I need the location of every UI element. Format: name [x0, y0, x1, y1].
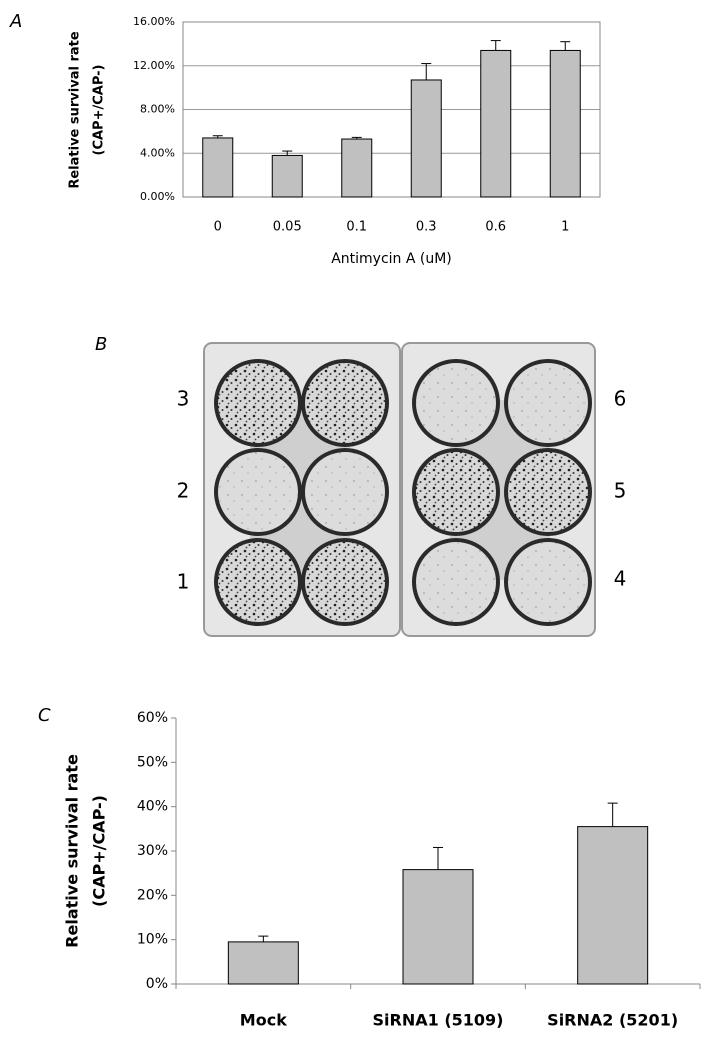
y-axis-title: (CAP+/CAP-) — [90, 795, 109, 907]
x-tick-label: 0.3 — [416, 220, 437, 235]
plate-label: 4 — [614, 567, 627, 591]
x-tick-label: 0.05 — [273, 220, 302, 235]
bar — [227, 941, 299, 985]
bar — [410, 79, 442, 198]
bar — [271, 154, 303, 198]
plate-label: 5 — [614, 479, 627, 503]
x-axis-title: Antimycin A (uM) — [331, 251, 452, 267]
plate-label: 3 — [177, 387, 190, 411]
plate-label: 6 — [614, 387, 627, 411]
y-axis-title: (CAP+/CAP-) — [92, 65, 107, 156]
bar — [402, 869, 474, 985]
panel-label: B — [95, 334, 107, 355]
x-tick-label: 0.6 — [485, 220, 506, 235]
x-tick-label: 0 — [214, 220, 222, 235]
x-tick-label: SiRNA1 (5109) — [373, 1011, 504, 1030]
y-tick-label: 16.00% — [133, 15, 175, 28]
y-tick-label: 0% — [146, 976, 168, 992]
panel-label: C — [38, 705, 51, 726]
panel-label: A — [9, 11, 22, 32]
bar — [577, 826, 649, 985]
x-tick-label: 0.1 — [346, 220, 367, 235]
x-tick-label: Mock — [240, 1011, 287, 1030]
x-tick-label: 1 — [561, 220, 569, 235]
plate-label: 1 — [177, 570, 190, 594]
bar — [480, 49, 512, 198]
bar — [549, 49, 581, 198]
y-tick-label: 8.00% — [140, 103, 175, 116]
y-tick-label: 10% — [137, 932, 168, 948]
y-tick-label: 20% — [137, 887, 168, 903]
y-tick-label: 0.00% — [140, 190, 175, 203]
y-tick-label: 50% — [137, 754, 168, 770]
y-tick-label: 4.00% — [140, 146, 175, 159]
bar — [341, 138, 373, 198]
y-tick-label: 12.00% — [133, 59, 175, 72]
y-tick-label: 40% — [137, 799, 168, 815]
plate-photo — [203, 342, 596, 637]
bar — [202, 137, 234, 198]
x-tick-label: SiRNA2 (5201) — [547, 1011, 678, 1030]
y-axis-title: Relative survival rate — [63, 754, 82, 948]
y-axis-title: Relative survival rate — [68, 31, 83, 189]
y-tick-label: 30% — [137, 843, 168, 859]
y-tick-label: 60% — [137, 710, 168, 726]
plate-label: 2 — [177, 479, 190, 503]
